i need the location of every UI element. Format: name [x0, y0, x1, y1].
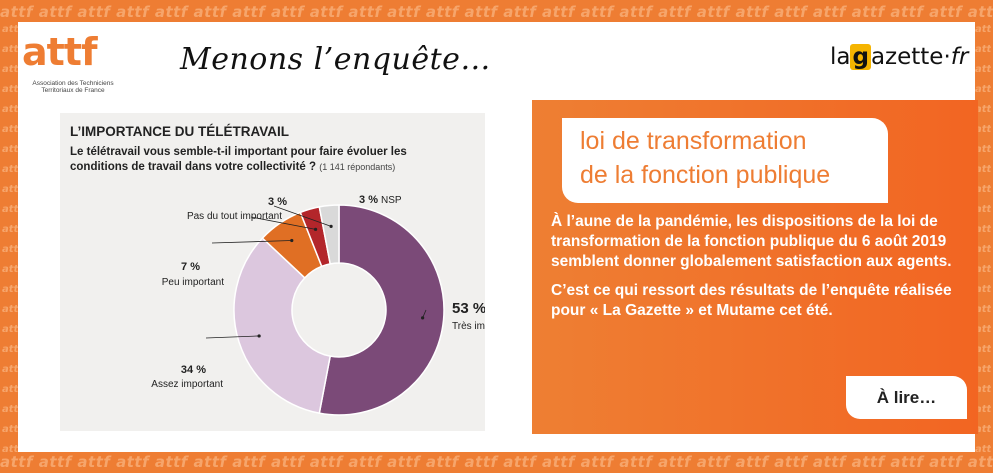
slice-name-label-0: Très important	[452, 321, 485, 332]
slice-name-label-2: Peu important	[162, 277, 224, 288]
leader-dot-3	[313, 227, 318, 231]
slice-name-label-1: Assez important	[151, 379, 223, 390]
slice-value-label-4: 3 %	[359, 194, 378, 206]
slice-value-label-0: 53 %	[452, 300, 485, 317]
leader-line-4	[273, 205, 332, 227]
info-title-line-1: loi de transformation	[580, 127, 807, 155]
donut-slice-1	[233, 237, 332, 415]
info-title-line-2: de la fonction publique	[580, 161, 831, 189]
slice-value-label-1: 34 %	[181, 364, 206, 376]
gazette-logo-g: g	[850, 44, 871, 70]
pattern-border-right: attfattfattfattfattfattfattfattfattfattf…	[975, 24, 991, 452]
slice-value-label-3: 3 %	[268, 196, 287, 208]
pattern-strip-top: attf attf attf attf attf attf attf attf …	[0, 3, 993, 21]
gazette-logo-pre: la	[830, 44, 851, 70]
read-more-button[interactable]: À lire…	[846, 376, 967, 419]
gazette-logo-suffix: fr	[950, 44, 969, 70]
leader-line-1	[205, 335, 260, 339]
donut-slice-4	[318, 204, 340, 265]
slice-name-label-3: Pas du tout important	[187, 211, 282, 222]
attf-logo-tagline: Association des Techniciens Territoriaux…	[32, 80, 114, 94]
chart-respondents-note: (1 141 répondants)	[319, 162, 396, 172]
gazette-logo-rest: azette	[870, 44, 944, 70]
donut-slice-0	[318, 204, 445, 416]
leader-dot-4	[329, 224, 333, 228]
pattern-strip-bottom: attf attf attf attf attf attf attf attf …	[0, 453, 993, 471]
chart-card: L’IMPORTANCE DU TÉLÉTRAVAIL Le télétrava…	[60, 113, 485, 431]
slice-value-label-2: 7 %	[181, 261, 200, 273]
leader-dot-1	[257, 334, 261, 338]
attf-logo-word: attf	[22, 30, 98, 74]
gazette-logo-dot: ·	[943, 44, 951, 70]
leader-line-3	[250, 216, 316, 230]
slice-name-label-4: NSP	[381, 195, 402, 206]
leader-dot-0	[421, 316, 425, 320]
chart-title: L’IMPORTANCE DU TÉLÉTRAVAIL	[70, 124, 289, 139]
headline: Menons l’enquête…	[180, 42, 491, 77]
attf-logo: attf Association des Techniciens Territo…	[22, 30, 122, 100]
chart-subtitle: Le télétravail vous semble-t-il importan…	[70, 145, 450, 175]
donut-chart: 53 % Très important 34 % Assez important 7 %…	[151, 194, 485, 416]
chart-question: Le télétravail vous semble-t-il importan…	[70, 146, 407, 173]
gazette-logo: lagazette·fr	[830, 44, 968, 70]
leader-dot-2	[290, 238, 294, 243]
leader-line-2	[211, 240, 292, 244]
info-text: À l’aune de la pandémie, les disposition…	[551, 212, 969, 330]
info-paragraph-2: C’est ce qui ressort des résultats de l’…	[551, 282, 952, 319]
pattern-border-left: attfattfattfattfattfattfattfattfattfattf…	[2, 24, 18, 452]
info-paragraph-1: À l’aune de la pandémie, les disposition…	[551, 213, 952, 270]
info-title-box: loi de transformation de la fonction pub…	[562, 118, 888, 203]
